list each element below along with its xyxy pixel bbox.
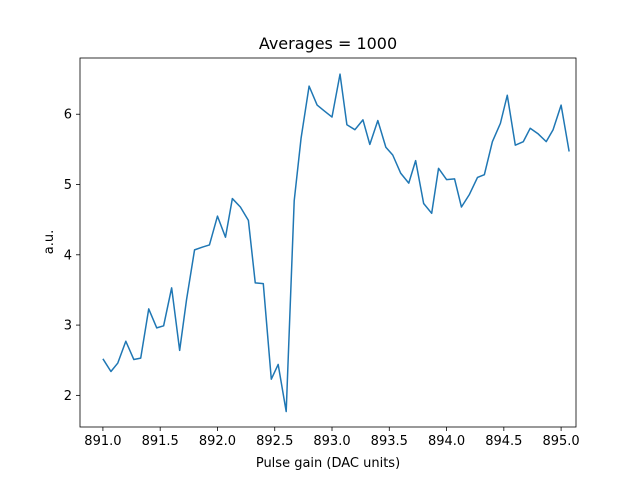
y-tick-label: 6 [64,108,72,123]
x-tick-label: 892.5 [256,434,293,449]
x-tick-label: 891.0 [84,434,121,449]
y-axis-title: a.u. [42,230,57,254]
x-tick-label: 891.5 [142,434,179,449]
x-tick-label: 895.0 [542,434,579,449]
x-tick-label: 893.5 [371,434,408,449]
x-axis-title: Pulse gain (DAC units) [256,456,400,471]
chart-title: Averages = 1000 [259,34,397,53]
x-tick-label: 892.0 [199,434,236,449]
y-tick-label: 2 [64,389,72,404]
axes-frame [79,57,577,428]
y-tick-label: 4 [64,248,72,263]
series-line-0 [102,73,570,413]
x-tick-label: 893.0 [313,434,350,449]
y-tick-label: 3 [64,319,72,334]
x-tick-label: 894.5 [485,434,522,449]
y-tick-label: 5 [64,178,72,193]
plot-area: 891.0 891.5 892.0 892.5 893.0 893.5 894.0 894.5… [64,57,580,449]
x-tick-label: 894.0 [428,434,465,449]
